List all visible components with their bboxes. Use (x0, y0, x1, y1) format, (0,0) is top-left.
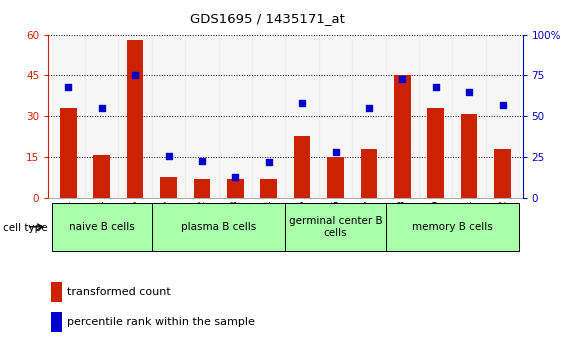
Bar (427, 108, 444, 198)
Point (331, 150, 340, 155)
Point (197, 158, 206, 164)
Bar (194, 179, 210, 198)
Bar (185, 34, 219, 198)
Text: naive B cells: naive B cells (69, 222, 135, 232)
Bar (93, 155, 110, 198)
FancyBboxPatch shape (285, 203, 386, 251)
Text: cell type: cell type (3, 224, 48, 233)
Point (431, 84, 440, 90)
Point (465, 89, 474, 95)
Bar (118, 34, 152, 198)
Point (64, 84, 73, 90)
Bar (85, 34, 118, 198)
Text: plasma B cells: plasma B cells (181, 222, 256, 232)
Text: memory B cells: memory B cells (412, 222, 493, 232)
Point (164, 153, 173, 159)
Bar (227, 179, 244, 198)
Point (97, 106, 106, 111)
Bar (494, 149, 511, 198)
Bar (461, 114, 478, 198)
Point (298, 101, 307, 106)
Bar (419, 34, 453, 198)
Point (365, 106, 374, 111)
FancyBboxPatch shape (52, 203, 152, 251)
Text: germinal center B
cells: germinal center B cells (289, 216, 382, 238)
Text: transformed count: transformed count (67, 287, 171, 297)
FancyBboxPatch shape (386, 203, 519, 251)
Bar (285, 34, 319, 198)
Text: GDS1695 / 1435171_at: GDS1695 / 1435171_at (190, 12, 344, 25)
Bar (386, 34, 419, 198)
FancyBboxPatch shape (152, 203, 285, 251)
Bar (51, 312, 62, 332)
Point (498, 102, 507, 108)
Bar (152, 34, 185, 198)
Bar (127, 40, 144, 198)
Point (398, 76, 407, 81)
Bar (252, 34, 285, 198)
Bar (260, 179, 277, 198)
Point (264, 159, 273, 165)
Bar (160, 177, 177, 198)
Bar (352, 34, 386, 198)
Bar (219, 34, 252, 198)
Text: percentile rank within the sample: percentile rank within the sample (67, 317, 255, 327)
Bar (60, 108, 77, 198)
Bar (52, 34, 85, 198)
Bar (294, 136, 311, 198)
Point (231, 174, 240, 180)
Bar (51, 282, 62, 302)
Point (131, 73, 140, 78)
Bar (453, 34, 486, 198)
Bar (486, 34, 519, 198)
Bar (327, 157, 344, 198)
Bar (361, 149, 377, 198)
Bar (319, 34, 352, 198)
Bar (394, 76, 411, 198)
